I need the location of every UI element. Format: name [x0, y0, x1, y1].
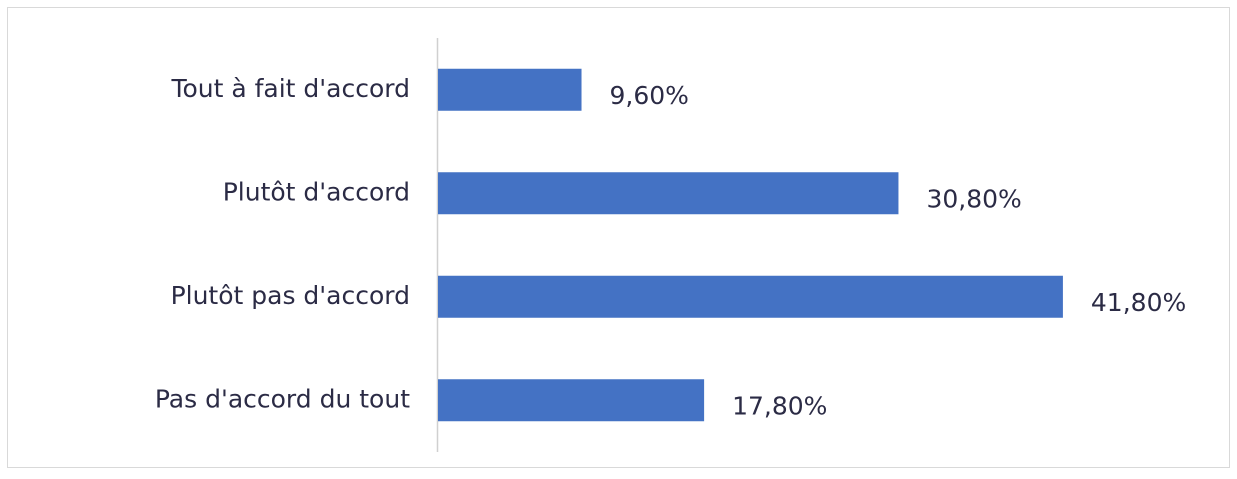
value-label: 30,80%: [926, 184, 1021, 213]
category-label: Tout à fait d'accord: [170, 74, 410, 103]
category-label: Pas d'accord du tout: [155, 384, 410, 413]
category-label: Plutôt d'accord: [223, 177, 410, 206]
category-label: Plutôt pas d'accord: [171, 281, 410, 310]
value-label: 41,80%: [1091, 288, 1186, 317]
bar: [438, 275, 1063, 318]
bar: [438, 379, 705, 422]
value-label: 17,80%: [732, 391, 827, 420]
bar: [438, 68, 582, 111]
value-label: 9,60%: [610, 81, 689, 110]
bar: [438, 172, 899, 215]
